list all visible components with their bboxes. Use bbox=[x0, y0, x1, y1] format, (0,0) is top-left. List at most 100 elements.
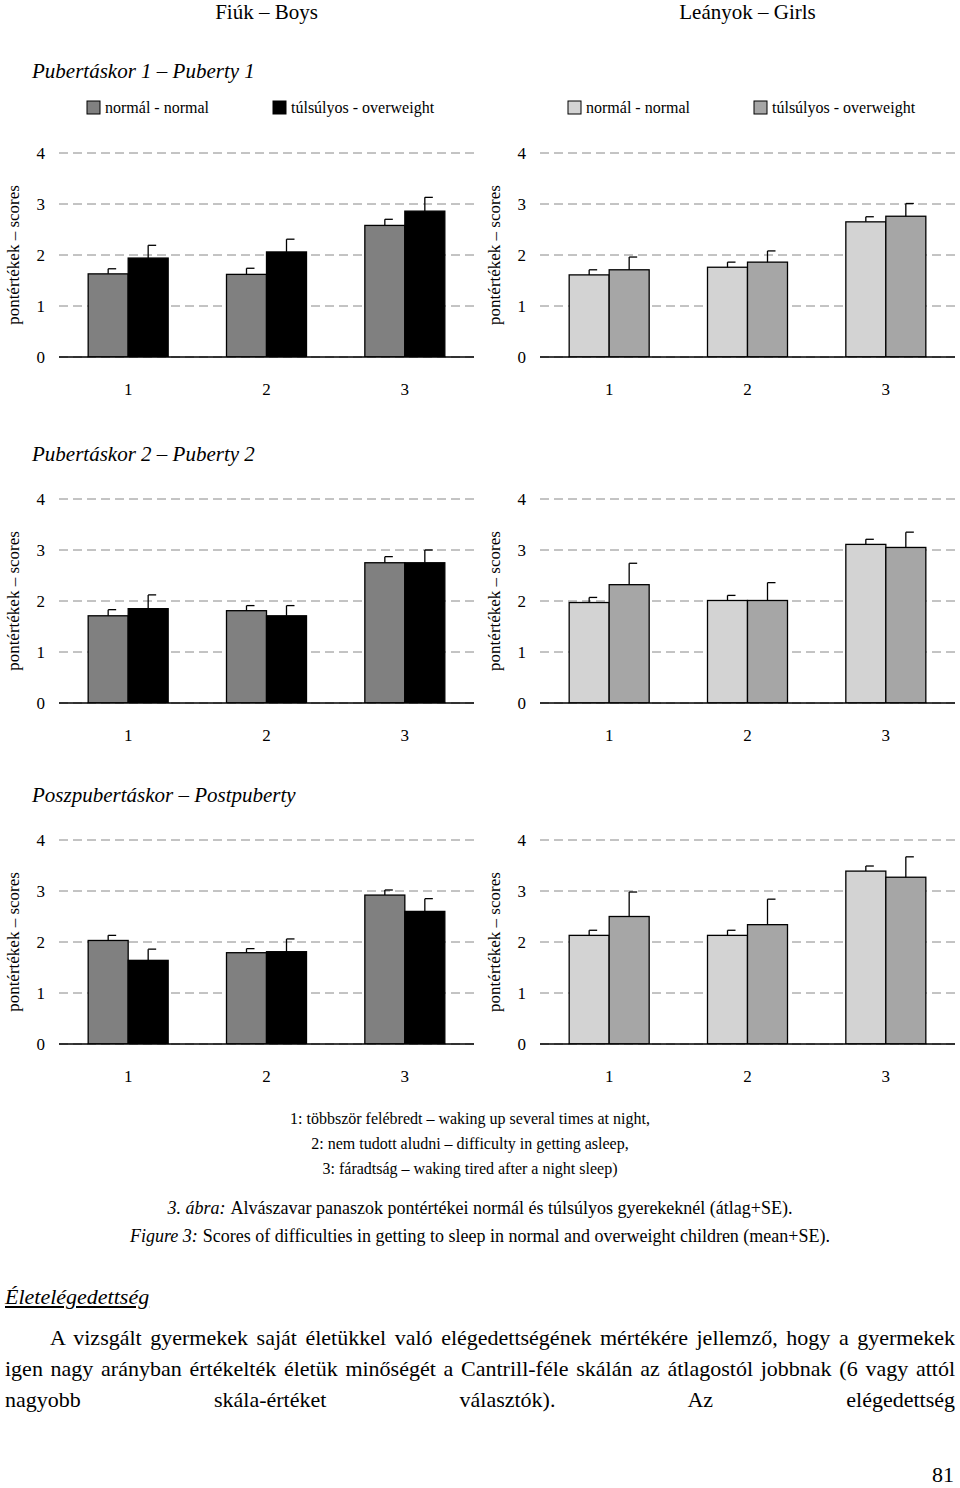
error-line bbox=[767, 251, 768, 262]
error-line bbox=[767, 583, 768, 601]
bar bbox=[365, 225, 405, 357]
error-bar bbox=[728, 930, 736, 935]
grid-line bbox=[540, 840, 955, 841]
error-cap bbox=[728, 595, 736, 596]
error-cap bbox=[866, 865, 874, 866]
x-axis-line bbox=[540, 702, 955, 703]
error-line bbox=[108, 610, 109, 616]
error-cap bbox=[247, 605, 255, 606]
legend-swatch bbox=[87, 101, 100, 114]
error-cap bbox=[866, 539, 874, 540]
error-bar bbox=[385, 557, 393, 563]
x-tick-label: 3 bbox=[882, 1067, 891, 1086]
caption-text: Alvászavar panaszok pontértékei normál é… bbox=[231, 1198, 793, 1218]
grid-line bbox=[59, 703, 474, 704]
bar bbox=[227, 953, 267, 1044]
y-tick-label: 1 bbox=[518, 297, 527, 316]
y-tick-label: 1 bbox=[37, 297, 46, 316]
bar bbox=[88, 940, 128, 1044]
error-bar bbox=[247, 949, 255, 953]
error-bar bbox=[866, 217, 874, 222]
error-bar bbox=[247, 606, 255, 611]
legend-label: túlsúlyos - overweight bbox=[772, 99, 916, 117]
error-line bbox=[384, 219, 385, 225]
error-cap bbox=[728, 930, 736, 931]
error-line bbox=[108, 935, 109, 940]
x-tick-label: 3 bbox=[401, 726, 410, 745]
error-bar bbox=[768, 251, 776, 262]
error-line bbox=[246, 606, 247, 611]
error-cap bbox=[108, 609, 116, 610]
figure-note: 1: többször felébredt – waking up severa… bbox=[290, 1110, 650, 1128]
bar bbox=[267, 952, 307, 1044]
error-bar bbox=[589, 270, 597, 275]
bars bbox=[88, 197, 445, 357]
error-line bbox=[905, 203, 906, 216]
x-tick-label: 2 bbox=[743, 380, 752, 399]
y-tick-label: 3 bbox=[518, 541, 527, 560]
chart-title: Pubertáskor 1 – Puberty 1 bbox=[31, 59, 255, 83]
error-line bbox=[629, 257, 630, 270]
chart: pontértékek – scores01234123 bbox=[485, 831, 955, 1086]
chart: Pubertáskor 2 – Puberty 2pontértékek – s… bbox=[4, 442, 474, 745]
bar bbox=[609, 270, 649, 357]
error-line bbox=[589, 597, 590, 602]
error-bar bbox=[287, 939, 295, 952]
figure-note: 2: nem tudott aludni – difficulty in get… bbox=[311, 1135, 628, 1153]
bar bbox=[708, 600, 748, 703]
caption-label: Figure 3: bbox=[130, 1226, 198, 1246]
y-tick-label: 0 bbox=[37, 348, 46, 367]
x-axis-line bbox=[540, 356, 955, 357]
error-cap bbox=[287, 938, 295, 939]
legend-swatch bbox=[754, 101, 767, 114]
chart-title: Pubertáskor 2 – Puberty 2 bbox=[31, 442, 255, 466]
error-bar bbox=[629, 892, 637, 916]
error-bar bbox=[108, 610, 116, 616]
x-tick-label: 3 bbox=[882, 726, 891, 745]
error-bar bbox=[385, 219, 393, 225]
caption-text: Scores of difficulties in getting to sle… bbox=[203, 1226, 830, 1246]
error-line bbox=[384, 557, 385, 563]
y-tick-label: 2 bbox=[518, 592, 527, 611]
error-bar bbox=[287, 239, 295, 252]
error-line bbox=[865, 866, 866, 871]
grid-line bbox=[59, 153, 474, 154]
y-tick-label: 2 bbox=[518, 933, 527, 952]
bar bbox=[227, 274, 267, 357]
column-header: Fiúk – Boys bbox=[215, 0, 318, 24]
error-bar bbox=[866, 866, 874, 871]
error-cap bbox=[108, 268, 116, 269]
x-tick-label: 1 bbox=[124, 380, 133, 399]
y-tick-label: 4 bbox=[518, 144, 527, 163]
error-bar bbox=[906, 857, 914, 877]
error-cap bbox=[629, 891, 637, 892]
error-line bbox=[865, 539, 866, 544]
bar bbox=[748, 925, 788, 1044]
error-bar bbox=[728, 262, 736, 267]
error-cap bbox=[148, 245, 156, 246]
error-bar bbox=[728, 595, 736, 600]
x-tick-label: 1 bbox=[124, 726, 133, 745]
error-line bbox=[727, 262, 728, 267]
y-axis-label: pontértékek – scores bbox=[4, 872, 23, 1012]
legend-label: normál - normal bbox=[586, 99, 691, 116]
error-line bbox=[148, 949, 149, 960]
bar bbox=[748, 262, 788, 357]
y-tick-label: 4 bbox=[518, 490, 527, 509]
error-cap bbox=[148, 948, 156, 949]
bar bbox=[267, 252, 307, 357]
caption-hu: 3. ábra:Alvászavar panaszok pontértékei … bbox=[0, 1198, 960, 1219]
bar bbox=[267, 616, 307, 703]
grid-line bbox=[59, 357, 474, 358]
bar bbox=[128, 609, 168, 703]
error-cap bbox=[287, 239, 295, 240]
bar bbox=[748, 600, 788, 703]
x-tick-label: 2 bbox=[743, 726, 752, 745]
bar bbox=[609, 917, 649, 1045]
chart: Poszpubertáskor – Postpubertypontértékek… bbox=[4, 783, 474, 1086]
figure-note: 3: fáradtság – waking tired after a nigh… bbox=[323, 1160, 618, 1178]
bars bbox=[569, 532, 926, 703]
bar bbox=[708, 935, 748, 1044]
grid-line bbox=[540, 153, 955, 154]
bar bbox=[227, 611, 267, 703]
